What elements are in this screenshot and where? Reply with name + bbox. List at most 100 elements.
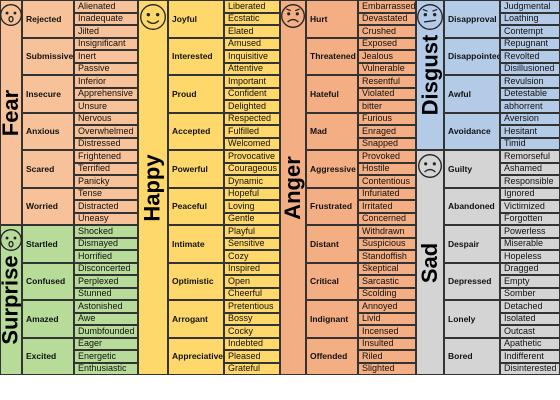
tertiary-emotion-label: Judgmental (504, 0, 551, 11)
secondary-emotion: Rejected (22, 0, 74, 38)
secondary-emotion: Offended (306, 337, 358, 375)
tertiary-emotion-label: Jealous (362, 50, 394, 61)
secondary-emotion: Arrogant (168, 300, 224, 338)
secondary-emotion-label: Scared (26, 163, 55, 174)
tertiary-emotion-label: Distressed (78, 138, 121, 149)
secondary-emotion-label: Amazed (26, 313, 59, 324)
tertiary-emotion: Horrified (74, 250, 138, 263)
tertiary-emotion: Respected (224, 112, 280, 125)
tertiary-emotion-label: Annoyed (362, 300, 398, 311)
tertiary-emotion: Violated (358, 87, 416, 100)
tertiary-emotion: Apprehensive (74, 87, 138, 100)
tertiary-emotion-label: Respected (228, 113, 272, 124)
tertiary-emotion: Suspicious (358, 237, 416, 250)
tertiary-emotion: Disillusioned (500, 62, 560, 75)
tertiary-emotion-label: Vulnerable (362, 63, 405, 74)
tertiary-emotion-label: Ashamed (504, 163, 543, 174)
tertiary-emotion: Revolted (500, 50, 560, 63)
tertiary-emotion: Alienated (74, 0, 138, 13)
secondary-emotion: Awful (444, 75, 500, 113)
tertiary-emotion: Energetic (74, 350, 138, 363)
secondary-emotion: Despair (444, 225, 500, 263)
tertiary-emotion-label: Enthusiastic (78, 363, 127, 374)
tertiary-emotion: Aversion (500, 112, 560, 125)
tertiary-emotion-label: Detestable (504, 88, 548, 99)
secondary-emotion-label: Aggressive (310, 163, 356, 174)
tertiary-emotion: Snapped (358, 137, 416, 150)
primary-emotion-sad: Sad (416, 150, 444, 375)
primary-emotion-label: Surprise (0, 255, 22, 345)
secondary-emotion: Hurt (306, 0, 358, 38)
tertiary-emotion-label: Responsible (504, 175, 554, 186)
tertiary-emotion: Playful (224, 225, 280, 238)
tertiary-emotion-label: Empty (504, 275, 530, 286)
tertiary-emotion: Gentle (224, 212, 280, 225)
tertiary-emotion: Dynamic (224, 175, 280, 188)
tertiary-emotion: Responsible (500, 175, 560, 188)
tertiary-emotion-label: Isolated (504, 313, 536, 324)
tertiary-emotion-label: Frightened (78, 150, 122, 161)
secondary-emotion: Avoidance (444, 112, 500, 150)
tertiary-emotion-label: Pleased (228, 350, 261, 361)
secondary-emotion-label: Frustrated (310, 201, 353, 211)
tertiary-emotion-label: Attentive (228, 63, 264, 74)
tertiary-emotion-label: Repugnant (504, 38, 549, 49)
tertiary-emotion: Jilted (74, 25, 138, 38)
tertiary-emotion: bitter (358, 100, 416, 113)
tertiary-emotion: Courageous (224, 162, 280, 175)
tertiary-emotion: Disinterested (500, 362, 560, 375)
tertiary-emotion-label: Withdrawn (362, 225, 405, 236)
tertiary-emotion: Withdrawn (358, 225, 416, 238)
tertiary-emotion-label: Powerless (504, 225, 546, 236)
tertiary-emotion: Remorseful (500, 150, 560, 163)
tertiary-emotion: Indebted (224, 337, 280, 350)
tertiary-emotion-label: Suspicious (362, 238, 406, 249)
tertiary-emotion: Frightened (74, 150, 138, 163)
tertiary-emotion-label: Contempt (504, 25, 544, 36)
tertiary-emotion: Confident (224, 87, 280, 100)
tertiary-emotion-label: Riled (362, 350, 383, 361)
tertiary-emotion: Shocked (74, 225, 138, 238)
tertiary-emotion: Hesitant (500, 125, 560, 138)
primary-emotion-fear: Fear (0, 0, 22, 225)
disgusted-face-icon (417, 4, 443, 30)
secondary-emotion-label: Startled (26, 238, 58, 249)
tertiary-emotion-label: Cheerful (228, 288, 263, 299)
tertiary-emotion: Distracted (74, 200, 138, 213)
primary-emotion-label: Sad (417, 242, 443, 283)
secondary-emotion: Excited (22, 337, 74, 375)
tertiary-emotion: Contempt (500, 25, 560, 38)
secondary-emotion-label: Peaceful (172, 201, 207, 211)
tertiary-emotion-label: Confident (228, 88, 267, 99)
tertiary-emotion: Attentive (224, 62, 280, 75)
tertiary-emotion-label: Victimized (504, 200, 545, 211)
tertiary-emotion-label: Distracted (78, 200, 119, 211)
secondary-emotion-label: Excited (26, 351, 57, 361)
tertiary-emotion: Disconcerted (74, 262, 138, 275)
secondary-emotion: Frustrated (306, 187, 358, 225)
tertiary-emotion: Passive (74, 62, 138, 75)
tertiary-emotion-label: Alienated (78, 0, 116, 11)
tertiary-emotion: Enthusiastic (74, 362, 138, 375)
secondary-emotion-label: Lonely (448, 313, 476, 324)
tertiary-emotion: Perplexed (74, 275, 138, 288)
tertiary-emotion: Forgotten (500, 212, 560, 225)
tertiary-emotion-label: Dumbfounded (78, 325, 135, 336)
tertiary-emotion-label: Timid (504, 138, 526, 149)
tertiary-emotion: Unsure (74, 100, 138, 113)
tertiary-emotion-label: Disillusioned (504, 63, 555, 74)
tertiary-emotion: Open (224, 275, 280, 288)
tertiary-emotion: Sensitive (224, 237, 280, 250)
tertiary-emotion-label: Exposed (362, 38, 398, 49)
tertiary-emotion-label: Embarrassed (362, 0, 416, 11)
tertiary-emotion-label: Detached (504, 300, 543, 311)
tertiary-emotion: Scolding (358, 287, 416, 300)
tertiary-emotion-label: Dismayed (78, 238, 119, 249)
tertiary-emotion-label: Outcast (504, 325, 536, 336)
secondary-emotion: Distant (306, 225, 358, 263)
tertiary-emotion-label: Violated (362, 88, 395, 99)
tertiary-emotion-label: Courageous (228, 163, 278, 174)
secondary-emotion-label: Indignant (310, 313, 349, 324)
tertiary-emotion-label: Forgotten (504, 213, 543, 224)
tertiary-emotion-label: Energetic (78, 350, 117, 361)
